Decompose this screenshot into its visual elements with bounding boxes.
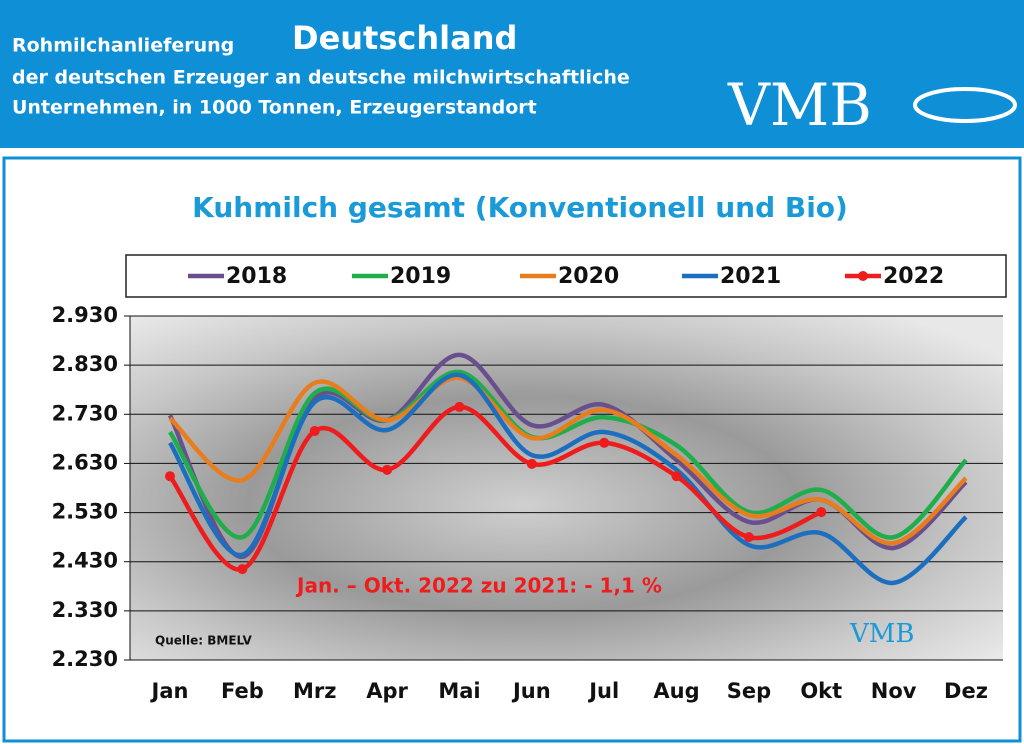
x-tick-label: Jun	[511, 679, 551, 703]
marker	[309, 425, 320, 436]
legend-label: 2018	[226, 264, 287, 289]
x-tick-label: Dez	[944, 679, 988, 703]
x-tick-label: Aug	[653, 679, 699, 703]
x-tick-label: Jan	[150, 679, 189, 703]
y-tick-label: 2.530	[52, 500, 118, 524]
x-tick-label: Okt	[800, 679, 842, 703]
series-line	[168, 375, 968, 546]
x-tick-label: Mai	[438, 679, 480, 703]
marker	[671, 471, 682, 482]
x-tick-label: Nov	[871, 679, 917, 703]
marker	[237, 564, 248, 575]
x-tick-label: Sep	[727, 679, 771, 703]
y-tick-label: 2.230	[52, 647, 118, 671]
legend-label: 2021	[720, 264, 781, 289]
x-tick-label: Mrz	[293, 679, 336, 703]
marker	[454, 401, 465, 412]
y-tick-label: 2.330	[52, 598, 118, 622]
logo-small: VMB	[849, 619, 915, 649]
x-tick-label: Apr	[366, 679, 408, 703]
series-line	[168, 404, 823, 572]
y-tick-label: 2.730	[52, 401, 118, 425]
marker	[526, 458, 537, 469]
header-band	[0, 0, 1024, 148]
legend-marker	[858, 271, 868, 281]
marker	[743, 532, 754, 543]
source: Quelle: BMELV	[155, 634, 253, 648]
marker	[382, 464, 393, 475]
y-tick-label: 2.930	[52, 303, 118, 327]
logo: VMB	[727, 71, 872, 139]
legend-label: 2019	[390, 264, 451, 289]
marker	[816, 507, 827, 518]
header-subtitle: der deutschen Erzeuger an deutsche milch…	[12, 67, 630, 89]
logo-icon	[913, 87, 1017, 123]
chart-title: Kuhmilch gesamt (Konventionell und Bio)	[192, 191, 848, 224]
y-tick-label: 2.830	[52, 352, 118, 376]
legend-label: 2022	[883, 264, 944, 289]
marker	[165, 471, 175, 482]
y-tick-label: 2.430	[52, 549, 118, 573]
header-subtitle: Unternehmen, in 1000 Tonnen, Erzeugersta…	[12, 97, 537, 119]
plot-area	[130, 316, 1003, 660]
header-title: Deutschland	[292, 19, 517, 57]
header-title-prefix: Rohmilchanlieferung	[12, 35, 234, 57]
legend-label: 2020	[558, 264, 619, 289]
y-tick-label: 2.630	[52, 450, 118, 474]
series-line	[168, 372, 968, 586]
marker	[599, 437, 610, 448]
annotation: Jan. – Okt. 2022 zu 2021: - 1,1 %	[295, 574, 662, 598]
x-tick-label: Jul	[587, 679, 619, 703]
x-tick-label: Feb	[221, 679, 264, 703]
